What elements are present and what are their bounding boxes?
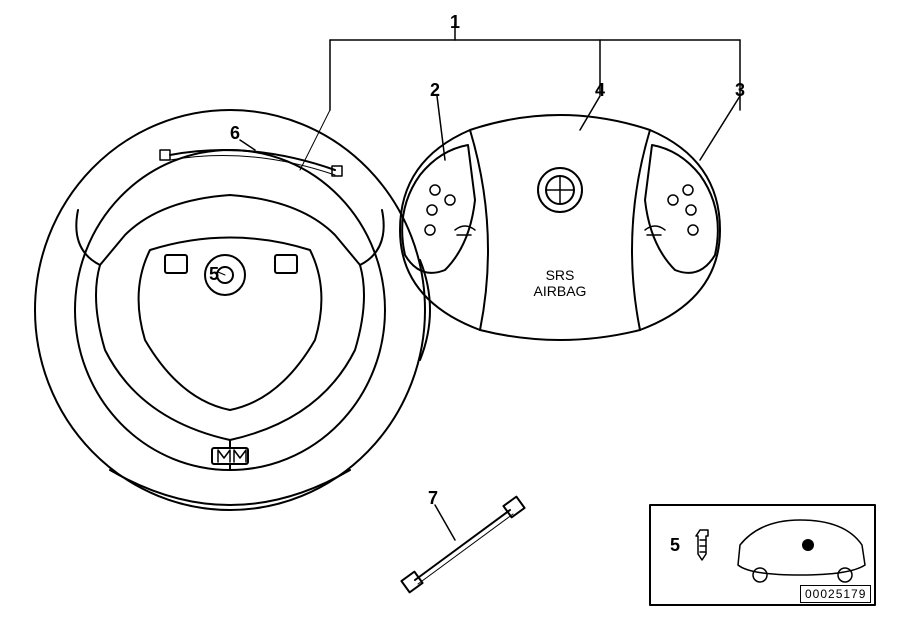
airbag-text-bottom: AIRBAG	[534, 283, 587, 299]
callout-3: 3	[735, 80, 745, 101]
callout-4: 4	[595, 80, 605, 101]
callout-7: 7	[428, 488, 438, 509]
callout-6: 6	[230, 123, 240, 144]
inset-callout-5: 5	[670, 535, 680, 556]
callout-1: 1	[450, 12, 460, 33]
diagram-stage: SRS AIRBAG	[0, 0, 900, 635]
airbag-text-top: SRS	[546, 267, 575, 283]
callout-2: 2	[430, 80, 440, 101]
diagram-svg: SRS AIRBAG	[0, 0, 900, 635]
part-number: 00025179	[800, 585, 871, 603]
callout-5: 5	[209, 264, 219, 285]
